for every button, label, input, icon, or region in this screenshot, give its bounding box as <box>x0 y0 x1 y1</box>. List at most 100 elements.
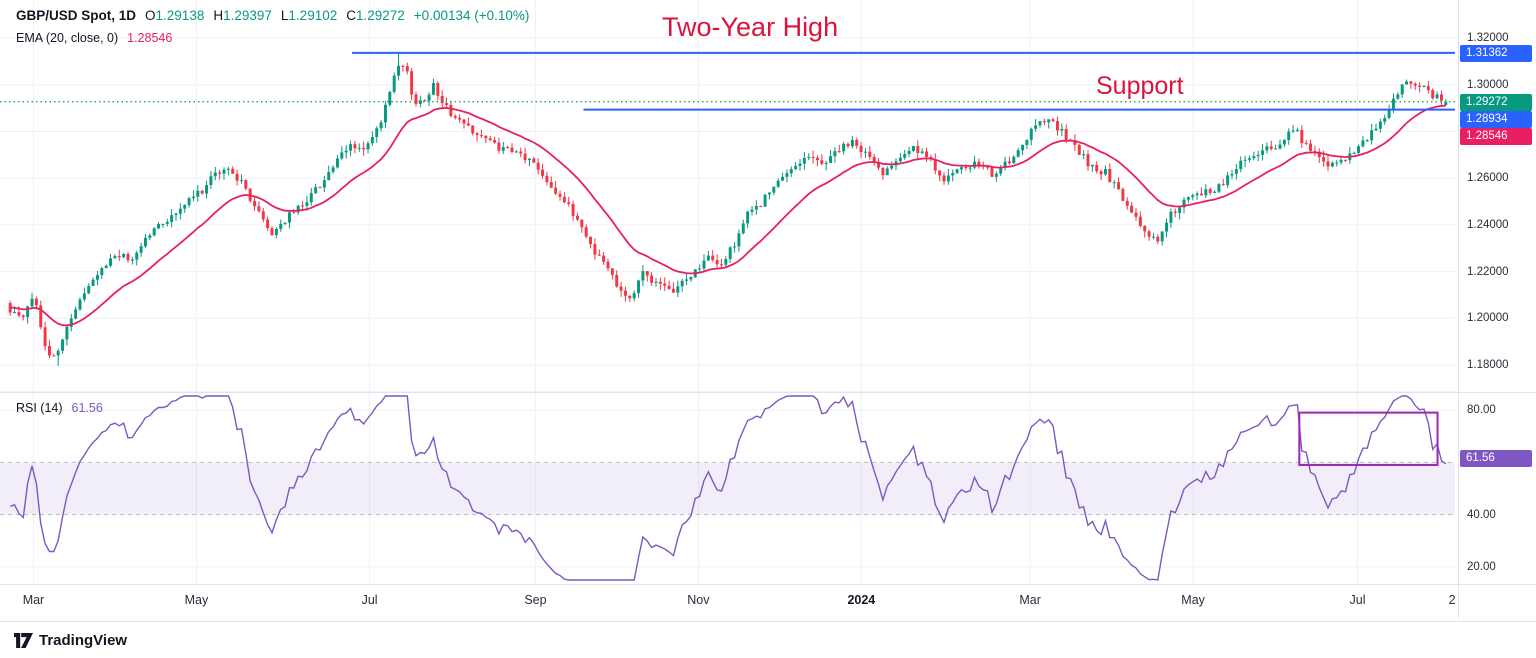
candle-body <box>1204 189 1208 196</box>
candle-body <box>445 103 449 105</box>
candle-body <box>571 204 575 216</box>
candle-body <box>109 258 113 266</box>
candle-body <box>994 173 998 177</box>
candle-body <box>1439 94 1443 101</box>
rsi-axis-label: 20.00 <box>1467 561 1496 573</box>
candle-body <box>1025 139 1029 145</box>
candle-body <box>807 157 811 159</box>
candle-body <box>702 260 706 269</box>
ohlc-key: L <box>280 8 289 23</box>
candle-body <box>938 170 942 176</box>
candle-body <box>292 212 296 214</box>
candle-body <box>1335 162 1339 164</box>
candle-body <box>353 144 357 149</box>
candle-body <box>532 158 536 163</box>
candle-body <box>178 208 182 214</box>
candle-body <box>440 95 444 104</box>
candle-body <box>427 94 431 101</box>
candle-body <box>1038 121 1042 126</box>
candle-body <box>1230 173 1234 176</box>
candle-body <box>685 279 689 281</box>
candle-body <box>462 119 466 124</box>
candle-body <box>466 123 470 126</box>
ema-value: 1.28546 <box>127 31 173 45</box>
axis-badge: 1.29272 <box>1460 93 1532 111</box>
candle-body <box>855 139 859 146</box>
candle-body <box>222 169 226 174</box>
candle-body <box>1396 94 1400 99</box>
candle-body <box>802 157 806 164</box>
candle-body <box>100 268 104 276</box>
candle-body <box>1291 130 1295 132</box>
candle-body <box>794 165 798 170</box>
candle-body <box>488 138 492 140</box>
candle-body <box>1138 216 1142 226</box>
candle-body <box>1387 109 1391 118</box>
candle-body <box>1365 140 1369 142</box>
candle-body <box>754 206 758 210</box>
annotation-two-year-high[interactable]: Two-Year High <box>662 12 839 42</box>
candle-body <box>1339 159 1343 163</box>
candle-body <box>1274 148 1278 150</box>
candle-body <box>314 187 318 194</box>
candle-body <box>619 286 623 291</box>
candle-body <box>397 65 401 76</box>
candle-body <box>1409 81 1413 84</box>
candle-body <box>104 265 108 269</box>
rsi-value: 61.56 <box>71 401 103 415</box>
candle-body <box>191 196 195 199</box>
tradingview-logo-icon <box>14 632 33 648</box>
time-axis-label: Mar <box>1019 593 1041 607</box>
tradingview-brand-text: TradingView <box>39 631 128 649</box>
candle-body <box>763 194 767 207</box>
candle-body <box>1055 121 1059 131</box>
candle-body <box>829 156 833 163</box>
tradingview-logo[interactable]: TradingView <box>14 632 127 649</box>
candle-body <box>1064 128 1068 140</box>
candle-body <box>868 151 872 157</box>
candle-body <box>148 235 152 238</box>
candle-body <box>56 350 60 356</box>
candle-body <box>885 168 889 176</box>
candle-body <box>824 162 828 164</box>
candle-body <box>340 152 344 159</box>
candle-body <box>152 228 156 236</box>
candle-body <box>301 205 305 207</box>
candle-body <box>877 162 881 168</box>
candle-body <box>1213 191 1217 193</box>
candle-body <box>527 158 531 161</box>
candle-body <box>82 293 86 300</box>
candle-body <box>392 75 396 92</box>
candle-body <box>750 209 754 212</box>
rsi-legend[interactable]: RSI (14) 61.56 <box>16 401 103 415</box>
candle-body <box>1326 161 1330 167</box>
candle-body <box>671 288 675 293</box>
candle-body <box>327 171 331 181</box>
candle-body <box>383 104 387 123</box>
candle-body <box>959 167 963 170</box>
candle-body <box>1265 146 1269 151</box>
candle-body <box>1261 150 1265 155</box>
candle-body <box>1405 81 1409 85</box>
candle-body <box>1234 169 1238 174</box>
pane-divider[interactable] <box>0 392 1536 393</box>
candle-body <box>541 169 545 176</box>
candle-body <box>859 145 863 153</box>
candle-body <box>759 206 763 208</box>
chart-canvas[interactable] <box>0 0 1455 585</box>
ema-legend[interactable]: EMA (20, close, 0) 1.28546 <box>16 31 172 45</box>
candle-body <box>401 65 405 67</box>
candle-body <box>973 161 977 168</box>
candle-body <box>597 254 601 256</box>
annotation-support[interactable]: Support <box>1096 72 1184 100</box>
axis-badge: 1.28934 <box>1460 110 1532 128</box>
candle-body <box>820 160 824 164</box>
candle-body <box>405 66 409 72</box>
price-axis[interactable]: 1.32000 1.30000 1.26000 1.24000 1.22000 1.200… <box>1459 0 1536 618</box>
time-axis[interactable]: Mar May Jul Sep Nov 2024 Mar May Jul 2 <box>0 585 1456 617</box>
candle-body <box>501 147 505 151</box>
symbol-title[interactable]: GBP/USD Spot, 1D <box>16 8 137 23</box>
candle-body <box>322 180 326 188</box>
price-axis-label: 1.30000 <box>1467 78 1509 91</box>
candle-body <box>309 193 313 203</box>
